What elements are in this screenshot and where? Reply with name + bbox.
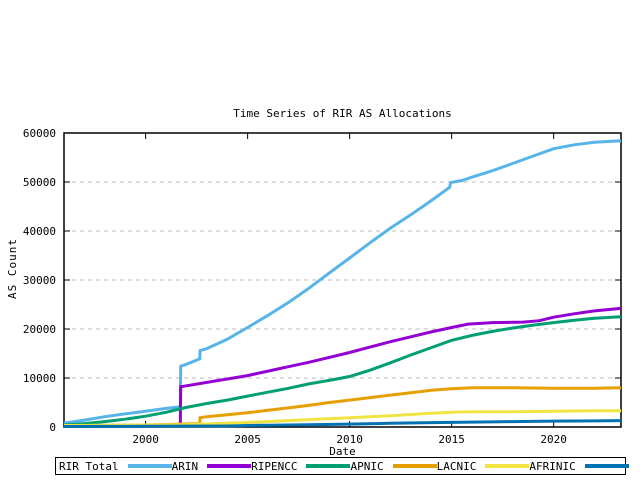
legend-label: LACNIC [436,459,477,473]
y-tick-label: 10000 [23,372,56,385]
legend-item-apnic: APNIC [350,459,437,473]
y-tick-label: 20000 [23,323,56,336]
chart-title: Time Series of RIR AS Allocations [233,107,452,120]
x-tick-label: 2020 [540,433,567,446]
series-line-ripencc [63,315,622,427]
legend-swatch [392,464,437,468]
y-tick-label: 30000 [23,274,56,287]
y-tick-label: 40000 [23,225,56,238]
legend-label: RIR Total [59,459,119,473]
series-line-arin [63,306,622,427]
x-tick-label: 2015 [438,433,465,446]
y-tick-label: 50000 [23,176,56,189]
legend-box: RIR Total ARIN RIPENCC APNIC LACNIC AFRI… [55,457,629,475]
x-tick-label: 2005 [234,433,261,446]
x-tick-label: 2010 [336,433,363,446]
legend-item-ripencc: RIPENCC [251,459,351,473]
legend-label: RIPENCC [251,459,298,473]
legend-label: AFRINIC [529,459,576,473]
series-line-rir-total [63,139,622,425]
legend-swatch [127,464,172,468]
y-tick-label: 0 [49,421,56,434]
legend-swatch [584,464,629,468]
legend-item-arin: ARIN [172,460,252,473]
series-line-afrinic [63,419,622,428]
plot-border [63,132,622,428]
legend-item-afrinic: AFRINIC [529,459,629,473]
series-line-lacnic [63,409,621,427]
y-tick-label: 60000 [23,127,56,140]
legend-swatch [207,464,252,468]
legend-label: ARIN [171,459,199,473]
x-tick-label: 2000 [132,433,159,446]
legend-swatch [485,464,530,468]
series-line-apnic [63,386,622,428]
x-axis-label: Date [329,445,356,458]
legend-label: APNIC [350,459,384,473]
legend-item-rir-total: RIR Total [59,460,172,473]
legend-item-lacnic: LACNIC [437,460,530,473]
legend-swatch [306,464,351,468]
